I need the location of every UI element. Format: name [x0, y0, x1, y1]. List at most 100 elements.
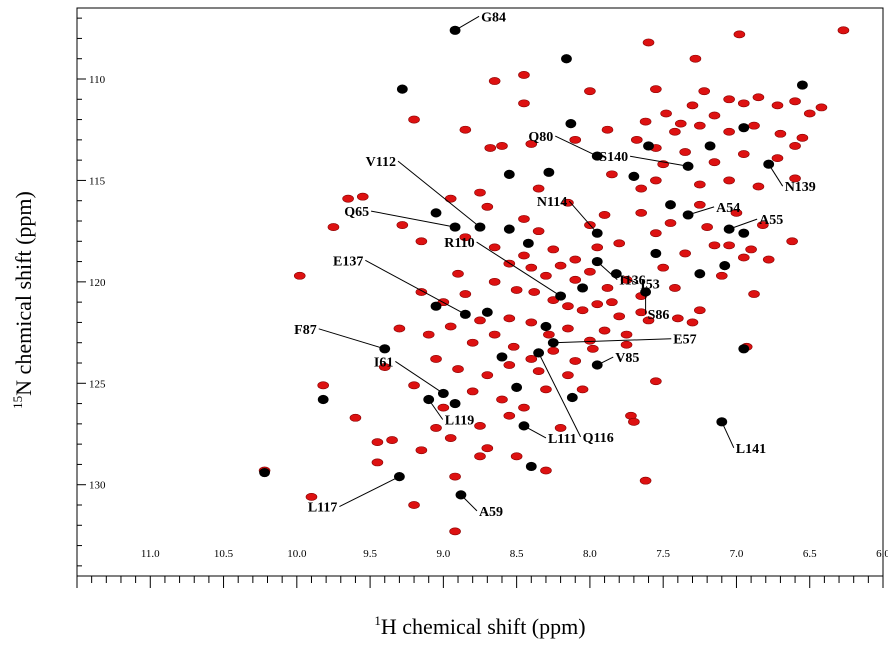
black-peak: [643, 141, 654, 151]
red-peak: [554, 424, 567, 432]
red-peak: [396, 221, 409, 229]
black-peak: [525, 461, 537, 472]
black-peak: [522, 238, 534, 248]
red-peak: [408, 381, 420, 390]
red-peak: [408, 501, 420, 509]
red-peak: [598, 211, 611, 219]
peak-label-i136: I136: [619, 274, 645, 289]
red-peak: [444, 322, 457, 331]
red-peak: [449, 472, 461, 481]
red-peak: [748, 290, 760, 298]
red-peak: [305, 492, 318, 501]
label-leader-line: [476, 241, 561, 297]
red-peak: [518, 251, 530, 260]
x-tick-label: 7.5: [656, 548, 670, 560]
red-peak: [408, 115, 420, 124]
red-peak: [606, 298, 618, 307]
label-leader-line: [318, 328, 385, 350]
label-leader-line: [630, 155, 689, 167]
red-peak: [679, 148, 691, 156]
red-peak: [584, 336, 596, 345]
label-leader-line: [553, 338, 672, 344]
red-peak: [745, 245, 757, 254]
label-leader-line: [721, 421, 735, 449]
red-peak: [789, 142, 801, 150]
red-peak: [503, 314, 516, 323]
red-peak: [444, 194, 457, 203]
peak-label-v112: V112: [366, 155, 396, 170]
peak-label-g84: G84: [481, 10, 506, 25]
red-peak: [694, 200, 706, 209]
y-tick-label: 115: [89, 175, 106, 187]
x-tick-label: 6.5: [803, 548, 817, 560]
black-peak: [650, 248, 662, 259]
red-peak: [635, 208, 648, 217]
red-peak: [474, 316, 486, 325]
red-peak: [554, 261, 567, 270]
y-tick-label: 120: [89, 277, 106, 289]
red-peak: [356, 192, 369, 201]
red-peak: [650, 176, 662, 185]
red-peak: [737, 253, 750, 262]
label-leader-line: [397, 160, 481, 228]
peak-label-a59: A59: [479, 505, 503, 520]
red-peak: [562, 198, 574, 207]
red-peak: [748, 121, 760, 130]
red-peak: [576, 385, 589, 394]
red-peak: [415, 288, 428, 296]
red-peak: [723, 241, 735, 250]
red-peak: [701, 223, 713, 231]
black-peak: [738, 228, 750, 238]
red-peak: [327, 223, 340, 231]
red-peak: [642, 316, 655, 325]
black-peak: [430, 208, 442, 218]
red-peak: [737, 99, 750, 108]
red-peak: [528, 288, 541, 296]
red-peak: [733, 30, 746, 39]
red-peak: [771, 154, 784, 163]
red-peak: [481, 444, 494, 453]
peak-label-q116: Q116: [583, 431, 614, 446]
red-peak: [422, 330, 435, 339]
peak-label-l111: L111: [548, 432, 577, 447]
red-peak: [837, 26, 850, 35]
red-peak: [686, 101, 699, 110]
red-peak: [525, 263, 538, 272]
y-tick-label: 125: [89, 378, 106, 390]
red-peak: [452, 269, 464, 278]
black-peak: [543, 167, 555, 177]
red-peak: [525, 318, 538, 327]
red-peak: [452, 365, 464, 373]
red-peak: [752, 182, 765, 191]
red-peak: [430, 424, 442, 432]
red-peak: [569, 357, 582, 365]
red-peak: [496, 395, 508, 404]
y-axis-ticks: 110 115 120 125 130: [77, 17, 106, 567]
peak-label-f87: F87: [294, 323, 317, 338]
red-peak: [474, 452, 486, 461]
red-peak: [532, 184, 545, 193]
x-axis-ticks: 11.0 10.5 10.0 9.5 9.0 8.5 8.0 7.5 7.0 6.5 6.0: [76, 548, 888, 588]
label-leader-line: [395, 361, 444, 394]
label-leader-line: [616, 273, 639, 285]
red-peak: [660, 109, 672, 118]
red-peak: [591, 300, 604, 309]
red-peak: [488, 277, 501, 286]
red-peak: [459, 233, 472, 242]
red-peak: [518, 99, 530, 108]
red-peak: [496, 142, 508, 150]
black-peak: [719, 261, 731, 271]
red-peak: [569, 135, 582, 144]
red-peak: [349, 413, 362, 422]
red-peak: [510, 286, 523, 294]
red-peak: [562, 324, 574, 333]
label-leader-line: [596, 261, 618, 280]
red-peak: [774, 129, 787, 138]
peak-label-q80: Q80: [528, 130, 553, 145]
label-leader-line: [687, 206, 715, 216]
red-peak: [488, 330, 501, 339]
red-peak: [803, 109, 816, 118]
peak-label-a55: A55: [759, 213, 783, 228]
red-peak: [613, 239, 626, 248]
black-peak: [738, 123, 750, 133]
